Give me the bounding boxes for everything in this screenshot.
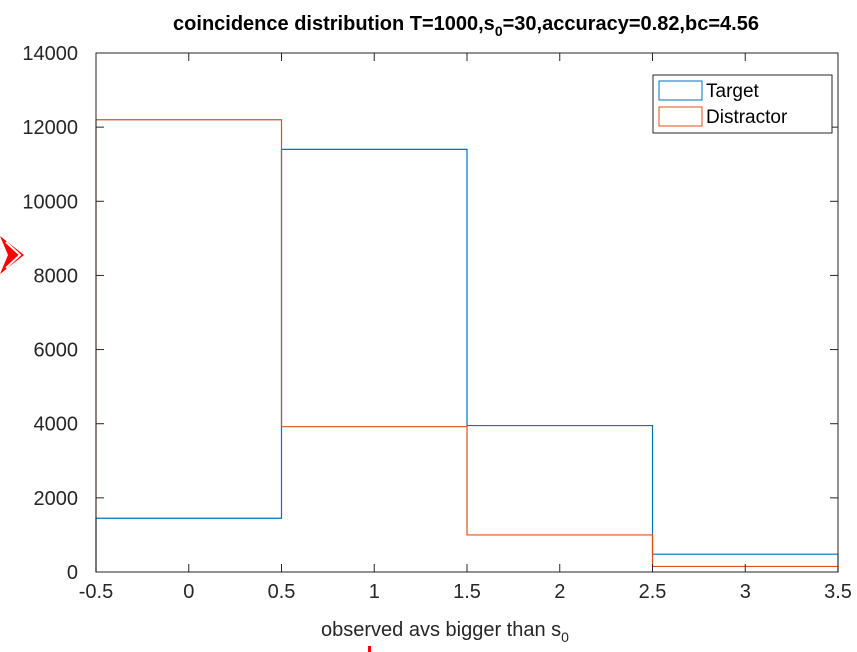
plot-area: -0.5 0 0.5 1 1.5 2 2.5 3 3.502000400060008000100… xyxy=(22,43,852,603)
x-tick-label: 0 xyxy=(183,581,194,603)
arrow-icon xyxy=(0,236,24,274)
y-tick-label: 0 xyxy=(67,562,78,584)
y-tick-label: 12000 xyxy=(22,117,78,139)
y-tick-label: 10000 xyxy=(22,191,78,213)
legend-label-target: Target xyxy=(706,81,760,102)
x-tick-label: 0.5 xyxy=(268,581,296,603)
y-tick-label: 8000 xyxy=(34,265,79,287)
x-tick-label: 3 xyxy=(740,581,751,603)
legend-swatch-distractor xyxy=(658,106,703,127)
y-tick-label: 6000 xyxy=(34,340,79,362)
x-tick-label: 1.5 xyxy=(453,581,481,603)
legend: Target Distractor xyxy=(652,74,833,134)
x-tick-label: 1 xyxy=(369,581,380,603)
y-tick-label: 14000 xyxy=(22,43,78,65)
legend-label-distractor: Distractor xyxy=(706,107,788,128)
x-tick-label: 3.5 xyxy=(824,581,852,603)
red-cursor-mark xyxy=(368,646,371,652)
x-tick-label: -0.5 xyxy=(79,581,113,603)
legend-swatch-target xyxy=(658,80,703,101)
chart-title: coincidence distribution T=1000,s0=30,ac… xyxy=(173,13,759,39)
x-tick-label: 2 xyxy=(554,581,565,603)
x-tick-label: 2.5 xyxy=(639,581,667,603)
series-target-outline xyxy=(95,148,839,572)
y-tick-label: 4000 xyxy=(34,414,79,436)
y-tick-label: 2000 xyxy=(34,488,79,510)
x-axis-label: observed avs bigger than s0 xyxy=(321,619,569,645)
arrow-chevron-icon xyxy=(5,241,22,269)
red-arrow-marker xyxy=(0,236,24,274)
